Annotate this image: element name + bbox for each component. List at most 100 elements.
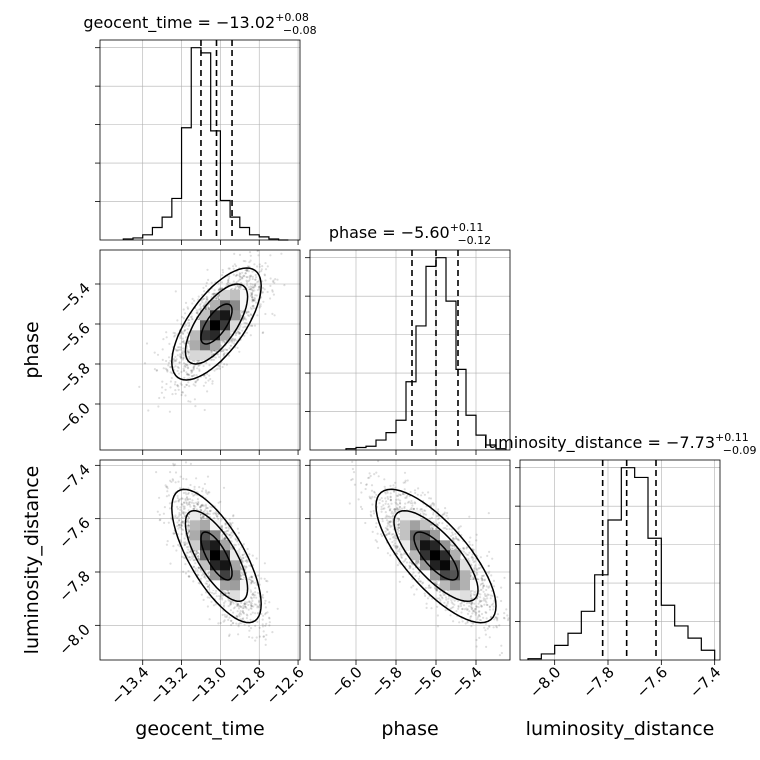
scatter-point bbox=[234, 338, 237, 341]
scatter-point bbox=[241, 319, 245, 322]
scatter-point bbox=[205, 301, 208, 304]
scatter-point bbox=[153, 368, 156, 371]
scatter-point bbox=[184, 511, 187, 514]
scatter-point bbox=[217, 297, 220, 300]
scatter-point bbox=[234, 264, 238, 268]
scatter-point bbox=[384, 497, 387, 500]
scatter-point bbox=[471, 601, 474, 604]
scatter-point bbox=[248, 600, 251, 604]
scatter-point bbox=[439, 594, 442, 597]
scatter-point bbox=[165, 368, 168, 371]
scatter-point bbox=[191, 492, 194, 495]
density-cells bbox=[190, 290, 251, 361]
scatter-point bbox=[248, 600, 251, 603]
scatter-point bbox=[254, 278, 257, 281]
scatter-point bbox=[173, 383, 177, 386]
scatter-point bbox=[216, 515, 219, 518]
scatter-point bbox=[253, 296, 256, 299]
scatter-point bbox=[369, 497, 372, 500]
density-cell bbox=[230, 300, 241, 311]
scatter-point bbox=[233, 342, 236, 345]
scatter-point bbox=[276, 278, 279, 281]
scatter-point bbox=[191, 369, 194, 372]
scatter-point bbox=[254, 594, 257, 597]
histogram-step bbox=[122, 47, 289, 241]
scatter-point bbox=[223, 363, 226, 366]
scatter-point bbox=[224, 600, 227, 603]
scatter-point bbox=[186, 373, 189, 376]
scatter-point bbox=[245, 318, 248, 321]
scatter-point bbox=[240, 276, 244, 280]
scatter-point bbox=[248, 261, 251, 264]
scatter-point bbox=[206, 296, 209, 299]
scatter-point bbox=[263, 288, 266, 291]
scatter-point bbox=[246, 268, 249, 271]
scatter-point bbox=[256, 606, 259, 609]
scatter-point bbox=[166, 369, 169, 372]
scatter-point bbox=[373, 491, 376, 494]
scatter-point bbox=[197, 566, 200, 569]
panel-title: luminosity_distance = −7.73+0.11 −0.09 bbox=[484, 431, 757, 457]
scatter-point bbox=[186, 350, 190, 354]
scatter-point bbox=[227, 279, 230, 282]
scatter-point bbox=[169, 380, 172, 383]
scatter-point bbox=[194, 562, 197, 565]
scatter-point bbox=[196, 378, 199, 381]
scatter-point bbox=[190, 374, 193, 378]
scatter-point bbox=[273, 314, 276, 317]
scatter-point bbox=[397, 529, 400, 532]
scatter-point bbox=[446, 602, 449, 605]
scatter-point bbox=[209, 377, 212, 381]
scatter-point bbox=[181, 497, 184, 500]
scatter-point bbox=[231, 534, 234, 537]
scatter-point bbox=[482, 574, 485, 577]
scatter-point bbox=[200, 516, 203, 519]
scatter-point bbox=[208, 374, 211, 377]
scatter-point bbox=[256, 265, 259, 268]
scatter-point bbox=[227, 277, 230, 280]
scatter-point bbox=[155, 369, 159, 372]
scatter-point bbox=[466, 608, 469, 612]
scatter-point bbox=[436, 588, 439, 592]
density-cell bbox=[220, 310, 231, 321]
scatter-point bbox=[252, 298, 255, 301]
scatter-point bbox=[176, 497, 179, 500]
scatter-point bbox=[230, 540, 233, 543]
scatter-point bbox=[251, 295, 254, 298]
scatter-point bbox=[254, 587, 257, 590]
scatter-point bbox=[187, 530, 190, 533]
density-cell bbox=[220, 290, 231, 301]
scatter-point bbox=[252, 299, 255, 302]
scatter-point bbox=[239, 285, 243, 288]
scatter-point bbox=[220, 281, 224, 284]
scatter-point bbox=[197, 500, 200, 503]
scatter-point bbox=[183, 330, 186, 333]
scatter-point bbox=[177, 500, 180, 503]
scatter-point bbox=[172, 331, 175, 334]
scatter-point bbox=[193, 374, 196, 377]
scatter-point bbox=[182, 340, 185, 343]
scatter-point bbox=[218, 365, 221, 368]
scatter-point bbox=[222, 339, 225, 343]
scatter-point bbox=[249, 601, 252, 604]
scatter-point bbox=[168, 410, 171, 413]
scatter-point bbox=[241, 329, 244, 332]
scatter-point bbox=[256, 605, 259, 608]
scatter-point bbox=[201, 504, 204, 507]
scatter-point bbox=[205, 506, 208, 510]
scatter-point bbox=[165, 382, 168, 386]
scatter-point bbox=[224, 530, 228, 533]
scatter-point bbox=[212, 292, 215, 295]
scatter-point bbox=[254, 639, 257, 642]
scatter-point bbox=[251, 296, 254, 299]
scatter-point bbox=[256, 314, 259, 317]
scatter-point bbox=[176, 494, 179, 498]
scatter-point bbox=[244, 272, 247, 275]
scatter-point bbox=[247, 279, 250, 282]
scatter-point bbox=[441, 597, 444, 600]
scatter-point bbox=[165, 336, 168, 339]
scatter-point bbox=[243, 565, 246, 568]
scatter-point bbox=[229, 603, 232, 607]
density-cell bbox=[230, 320, 241, 331]
scatter-point bbox=[223, 352, 226, 355]
